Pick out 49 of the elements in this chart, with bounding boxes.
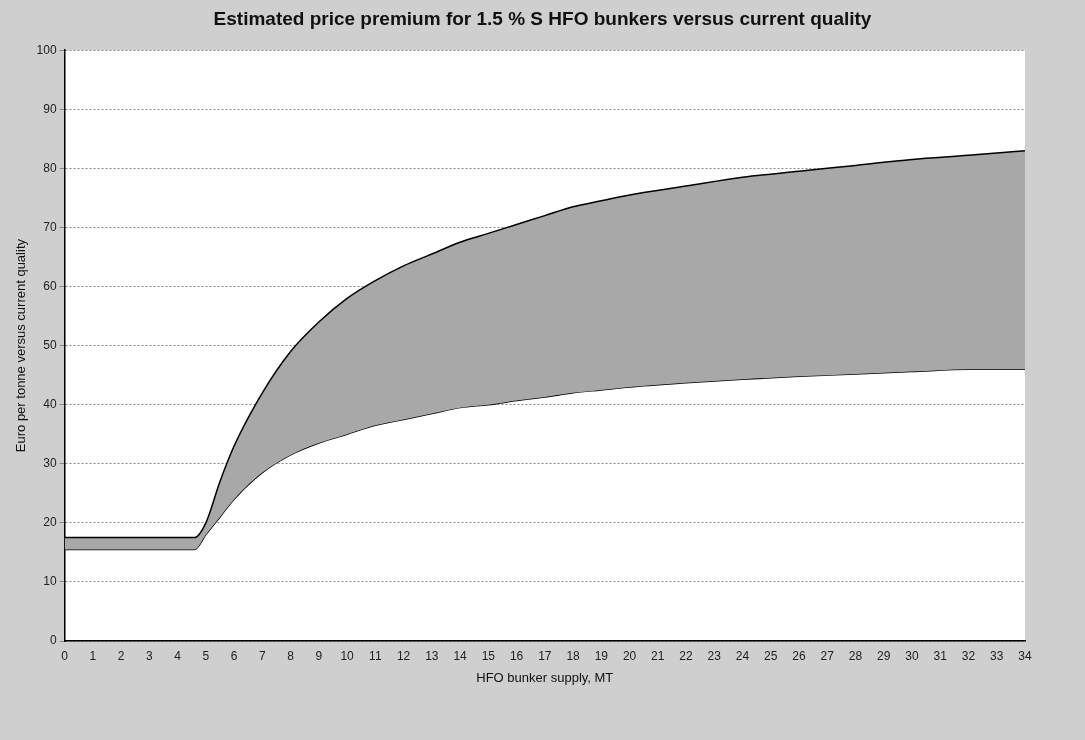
x-tick-label: 33: [990, 648, 1004, 663]
y-tick-label: 30: [43, 456, 57, 471]
x-tick-label: 15: [481, 648, 496, 663]
x-tick-label: 1: [89, 648, 97, 663]
y-tick-label: 70: [43, 219, 57, 234]
x-tick-label: 28: [848, 648, 863, 663]
x-tick-label: 4: [174, 648, 182, 663]
y-axis-title: Euro per tonne versus current quality: [13, 238, 29, 453]
x-tick-label: 31: [933, 648, 948, 663]
x-tick-label: 17: [538, 648, 552, 663]
x-tick-label: 13: [425, 648, 439, 663]
y-tick-label: 90: [43, 101, 57, 116]
y-tick-label: 60: [43, 278, 57, 293]
x-tick-label: 2: [117, 648, 125, 663]
chart-title: Estimated price premium for 1.5 % S HFO bunkers versus current quality: [212, 8, 873, 30]
x-tick-label: 11: [369, 648, 382, 663]
x-tick-label: 14: [453, 648, 468, 663]
x-tick-label: 25: [764, 648, 778, 663]
x-tick-label: 12: [396, 648, 411, 663]
x-tick-label: 16: [509, 648, 524, 663]
x-tick-label: 7: [259, 648, 266, 663]
y-tick-label: 80: [43, 160, 57, 175]
y-tick-label: 50: [43, 337, 57, 352]
y-tick-label: 0: [49, 633, 57, 648]
x-tick-label: 24: [735, 648, 750, 663]
y-tick-label: 40: [43, 396, 57, 411]
y-tick-label: 10: [43, 574, 57, 589]
x-axis-title: HFO bunker supply, MT: [476, 669, 614, 685]
x-tick-label: 34: [1018, 648, 1032, 663]
x-tick-label: 6: [230, 648, 238, 663]
x-tick-label: 23: [707, 648, 722, 663]
y-tick-label: 100: [36, 42, 57, 57]
x-tick-label: 29: [877, 648, 891, 663]
x-tick-label: 30: [905, 648, 920, 663]
x-tick-label: 18: [566, 648, 581, 663]
x-tick-label: 32: [961, 648, 976, 663]
x-tick-label: 0: [61, 648, 69, 663]
x-tick-label: 21: [651, 648, 665, 663]
x-tick-label: 26: [792, 648, 807, 663]
x-tick-label: 19: [594, 648, 609, 663]
y-tick-label: 20: [43, 515, 57, 530]
x-tick-label: 9: [315, 648, 323, 663]
x-tick-label: 3: [146, 648, 154, 663]
x-tick-label: 8: [287, 648, 295, 663]
x-tick-label: 27: [820, 648, 835, 663]
x-tick-label: 22: [679, 648, 694, 663]
x-tick-label: 20: [622, 648, 637, 663]
x-tick-label: 10: [340, 648, 355, 663]
x-tick-label: 5: [202, 648, 210, 663]
